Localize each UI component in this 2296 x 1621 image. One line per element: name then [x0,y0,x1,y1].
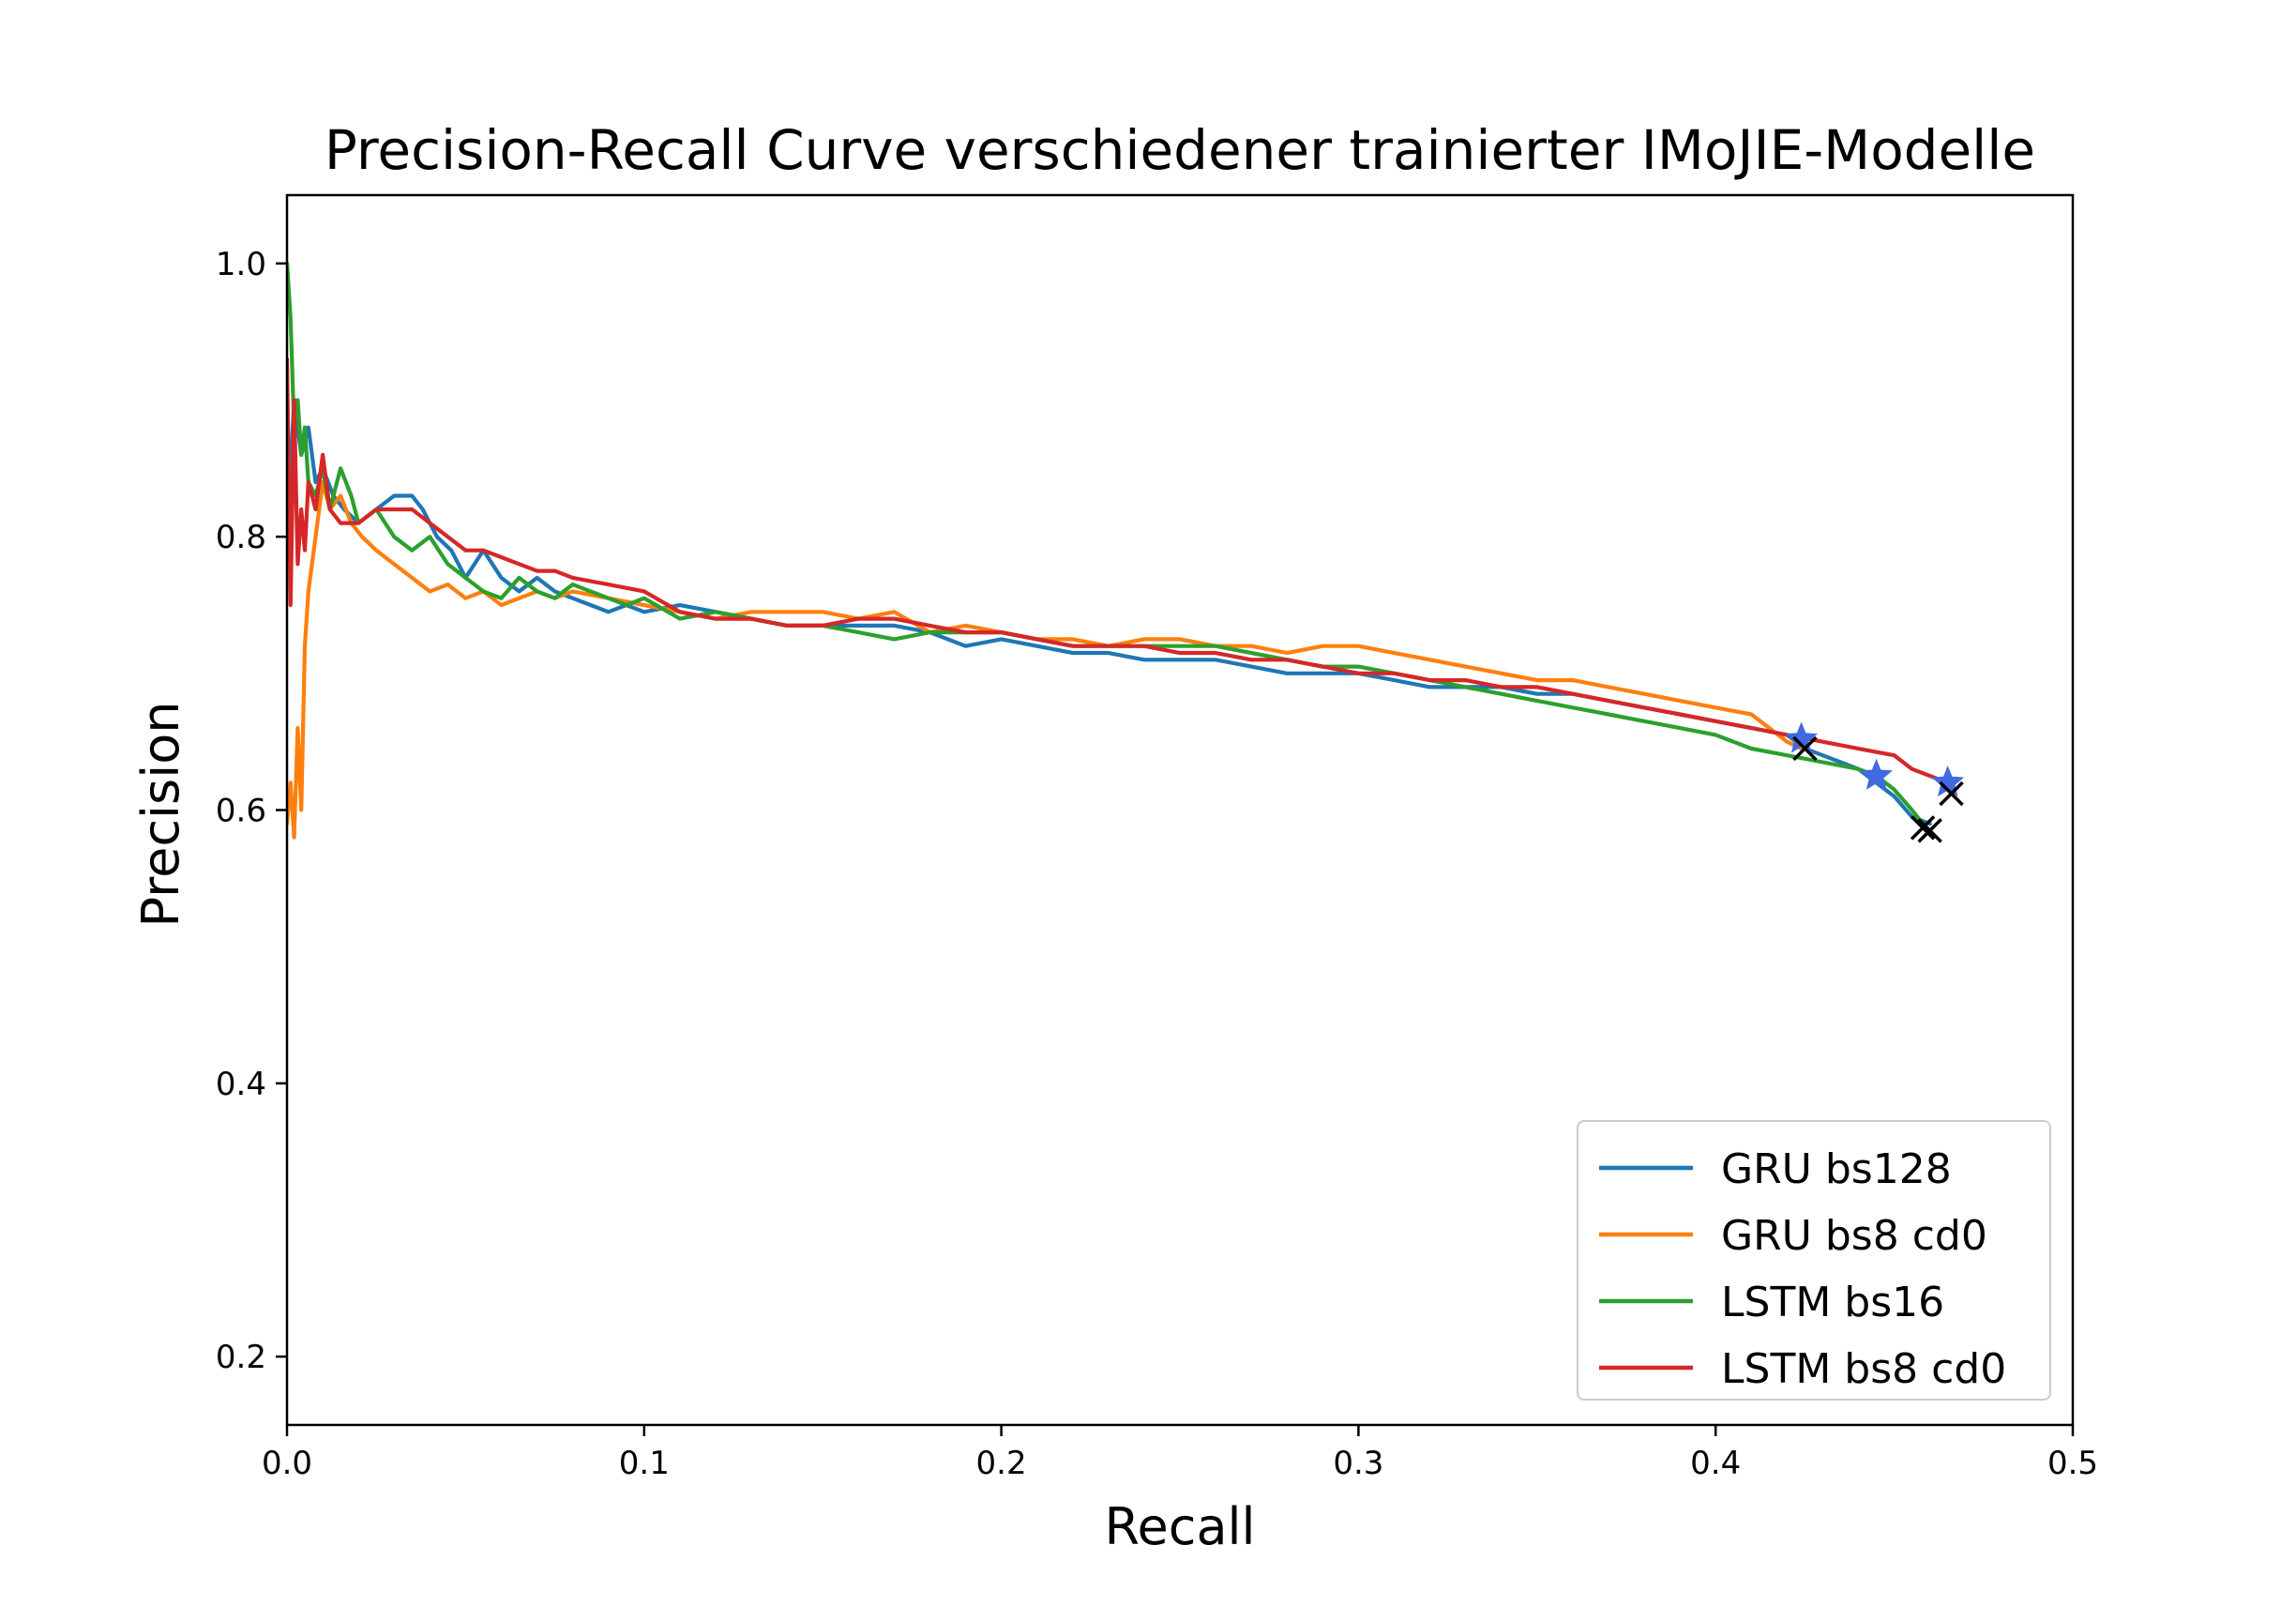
series-line-gru-bs8-cd0 [287,479,1804,840]
x-marker [1792,735,1818,762]
x-tick-label: 0.4 [1690,1445,1741,1482]
x-tick-label: 0.3 [1333,1445,1383,1482]
x-axis-label: Recall [1104,1497,1255,1556]
y-axis-label: Precision [131,702,190,928]
chart-title: Precision-Recall Curve verschiedener tra… [325,118,2035,182]
x-tick-label: 0.1 [619,1445,670,1482]
y-tick-label: 1.0 [216,246,266,283]
series-line-lstm-bs8-cd0 [287,356,1950,785]
y-tick-label: 0.6 [216,793,266,830]
legend: GRU bs128 GRU bs8 cd0 LSTM bs16 LSTM bs8 cd… [1577,1120,2051,1401]
legend-label: LSTM bs8 cd0 [1721,1345,2006,1393]
x-marker [1910,815,1936,841]
y-axis-ticks: 0.2 0.4 0.6 0.8 1.0 [216,246,287,1376]
y-tick-label: 0.2 [216,1339,266,1376]
legend-label: GRU bs8 cd0 [1721,1212,1987,1260]
x-marker [1939,780,1964,807]
x-tick-label: 0.0 [262,1445,312,1482]
series-layer [287,261,1950,840]
legend-label: LSTM bs16 [1721,1279,1944,1326]
legend-box [1577,1120,2051,1401]
legend-label: GRU bs128 [1721,1145,1952,1193]
y-tick-label: 0.8 [216,519,266,556]
star-marker [1860,758,1893,790]
legend-entries: GRU bs128 GRU bs8 cd0 LSTM bs16 LSTM bs8 cd… [1599,1145,2006,1393]
y-tick-label: 0.4 [216,1066,266,1103]
x-tick-label: 0.2 [976,1445,1027,1482]
x-tick-label: 0.5 [2047,1445,2098,1482]
marker-layer [1785,721,1965,843]
x-axis-ticks: 0.0 0.1 0.2 0.3 0.4 0.5 [262,1425,2098,1482]
x-marker [1917,818,1942,843]
